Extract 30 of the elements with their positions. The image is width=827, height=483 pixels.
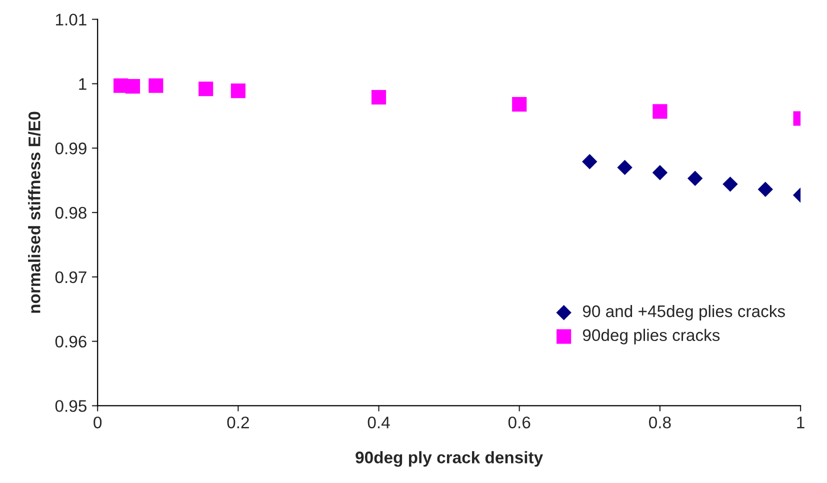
point	[617, 160, 632, 176]
point	[758, 182, 773, 197]
y-tick-label: 0.97	[55, 271, 86, 284]
y-tick-label: 0.98	[55, 206, 86, 219]
y-tick-label: 1	[79, 78, 86, 90]
x-tick-label: 0.2	[227, 416, 249, 428]
point	[230, 84, 246, 98]
legend-label: 90 and +45deg plies cracks	[582, 304, 785, 320]
x-tick-label: 0.8	[649, 416, 671, 428]
y-tick-label: 0.96	[55, 336, 86, 348]
point	[582, 154, 598, 170]
point	[148, 78, 164, 93]
point	[687, 170, 703, 186]
point	[198, 82, 214, 96]
x-tick-label: 1	[797, 416, 804, 428]
x-axis-title: 90deg ply crack density	[356, 451, 544, 467]
legend-label: 90deg plies cracks	[582, 328, 720, 344]
point	[652, 104, 668, 119]
y-axis-title: normalised stiffness E/E0	[28, 112, 40, 313]
point	[512, 97, 527, 112]
x-tick-label: 0.6	[508, 416, 530, 428]
y-tick-label: 0.95	[55, 400, 86, 412]
point	[125, 79, 140, 94]
x-tick-label: 0.4	[368, 416, 390, 428]
point	[371, 90, 386, 105]
y-tick-label: 0.99	[55, 142, 86, 154]
point	[722, 176, 738, 192]
point	[652, 164, 668, 180]
y-tick-label: 1.01	[56, 14, 86, 26]
x-tick-label: 0	[94, 416, 102, 428]
